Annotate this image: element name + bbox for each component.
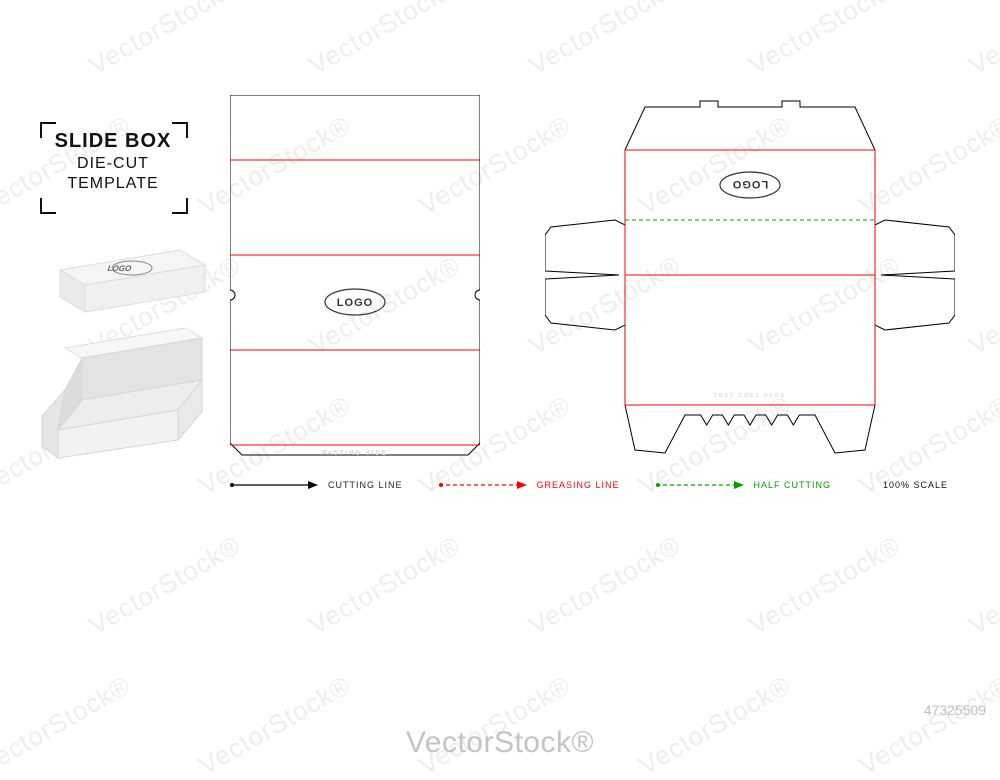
title-line1: SLIDE BOX [48, 130, 178, 153]
legend-cutting: CUTTING LINE [230, 480, 403, 490]
footer-id: 47325509 [924, 702, 986, 718]
tray-textgoes: TEXT GOES HERE [714, 393, 786, 399]
legend-greasing-label: GREASING LINE [537, 480, 620, 490]
legend-scale: 100% SCALE [883, 480, 948, 490]
footer-brand: VectorStock® [0, 726, 1000, 760]
sleeve-cut-path [230, 95, 480, 455]
legend-half: HALF CUTTING [656, 480, 832, 490]
tray-logo-group: LOGO [720, 172, 780, 198]
title-line3: TEMPLATE [48, 175, 178, 193]
mockup-lid-logo: LOGO [106, 264, 133, 273]
mockup-3d: LOGO [30, 230, 220, 460]
legend-greasing: GREASING LINE [439, 480, 620, 490]
title-bracket-br [172, 198, 188, 214]
tray-dieline: LOGO TEXT GOES HERE [545, 95, 955, 465]
mockup-lid: LOGO [60, 250, 205, 312]
tray-logo-text: LOGO [732, 178, 768, 190]
legend: CUTTING LINE GREASING LINE HALF CUTTING [230, 480, 867, 490]
legend-half-label: HALF CUTTING [754, 480, 832, 490]
title-block: SLIDE BOX DIE-CUT TEMPLATE [48, 130, 178, 193]
mockup-tray [42, 328, 202, 458]
title-bracket-bl [40, 198, 56, 214]
sleeve-dieline: LOGO PASTING SIDE [230, 95, 480, 460]
title-line2: DIE-CUT [48, 155, 178, 173]
tray-cut-path [545, 101, 955, 453]
legend-cutting-label: CUTTING LINE [328, 480, 403, 490]
sleeve-logo-text: LOGO [337, 297, 373, 309]
sleeve-pasting-label: PASTING SIDE [322, 451, 388, 457]
